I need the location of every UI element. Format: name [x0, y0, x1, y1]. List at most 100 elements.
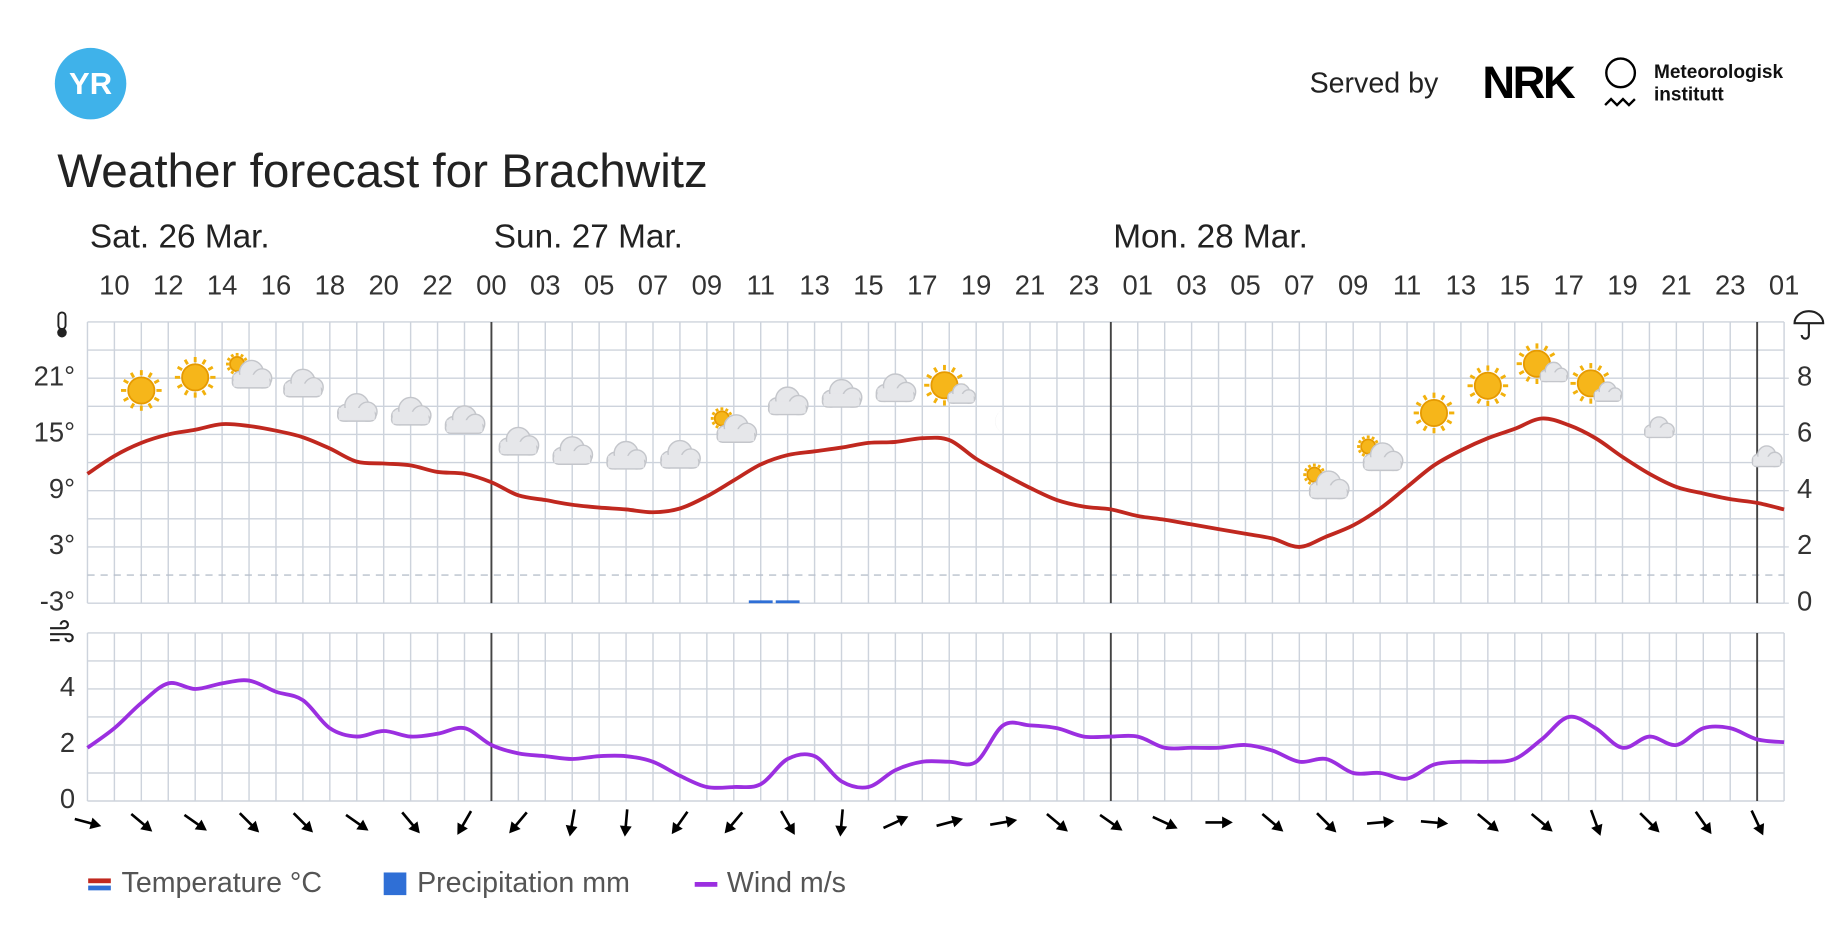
hour-label: 07	[1284, 270, 1314, 301]
moon-icon	[1102, 443, 1117, 471]
hour-label: 03	[530, 270, 560, 301]
wind-arrow	[1589, 809, 1603, 836]
sun-ray	[1469, 374, 1476, 380]
arrow-head	[835, 825, 848, 837]
sun-ray	[1320, 467, 1325, 472]
sun-ray	[230, 370, 235, 375]
hour-label: 21	[1015, 270, 1045, 301]
cloud-fill	[877, 388, 914, 401]
sun-ray	[226, 357, 231, 362]
sun-ray	[1422, 394, 1428, 401]
arrow-head	[619, 825, 632, 837]
arrow-head	[1383, 816, 1395, 829]
arrow-head	[1005, 815, 1018, 828]
y2-tick-label: 6	[1797, 417, 1812, 448]
met-circle	[1605, 57, 1637, 89]
sun-ray	[240, 353, 244, 358]
logo-circle	[54, 47, 127, 120]
sun-ray	[176, 365, 183, 372]
wind-arrow	[509, 811, 528, 834]
sun-ray	[1440, 425, 1446, 432]
sun-ray	[153, 379, 160, 385]
cloud-icon	[283, 368, 324, 398]
arrow-head	[671, 821, 683, 835]
yr-logo: YR	[54, 47, 127, 120]
sun-ray	[1579, 395, 1585, 402]
sun-ray	[1543, 345, 1549, 352]
sun-icon	[121, 370, 162, 411]
sun-ray	[147, 402, 153, 409]
sun-ray	[1494, 398, 1500, 405]
wind-arrow	[565, 809, 578, 837]
arrow-head	[1055, 820, 1068, 832]
cloud-fill	[823, 393, 860, 406]
legend-swatch	[694, 882, 718, 887]
umbrella-icon	[1793, 310, 1825, 340]
sun-ray	[1304, 477, 1308, 482]
sun-ray	[1603, 371, 1610, 378]
hour-label: 19	[1607, 270, 1637, 301]
hour-label: 03	[1176, 270, 1206, 301]
sun-icon	[1467, 365, 1509, 407]
sun-ray	[183, 389, 189, 396]
arrow-head	[1486, 820, 1499, 832]
wind-arrow	[1152, 815, 1178, 830]
sun-disc	[181, 363, 210, 392]
sun-ray	[1374, 439, 1379, 444]
sun-ray	[1549, 352, 1556, 358]
cloud-fill	[285, 383, 321, 396]
y-tick-label: -3°	[40, 585, 75, 616]
day-label: Sat. 26 Mar.	[90, 218, 270, 255]
y2-tick-label: 0	[1797, 585, 1812, 616]
cloud-fill	[769, 401, 806, 414]
wind-arrow	[724, 811, 744, 834]
sun-ray	[1518, 369, 1525, 376]
arrow-head	[1647, 820, 1660, 833]
arrow-head	[1700, 821, 1712, 835]
legend: Temperature °C Precipitation mm Wind m/s	[88, 867, 846, 899]
arrow-head	[194, 819, 207, 831]
sun-ray	[207, 365, 214, 372]
arrow-head	[1271, 820, 1284, 832]
wind-arrow	[1099, 813, 1123, 831]
sun-ray	[1307, 481, 1312, 485]
sun-ray	[129, 402, 136, 409]
hour-label: 13	[1446, 270, 1476, 301]
wind-arrow	[1476, 813, 1499, 832]
arrow-head	[247, 820, 260, 833]
cloud-fill	[718, 429, 755, 442]
sun-ray	[1304, 467, 1308, 472]
day-label: Sun. 27 Mar.	[494, 218, 683, 255]
sun-ray	[1422, 425, 1428, 432]
met-text: Meteorologisk	[1654, 62, 1784, 83]
hour-label: 18	[315, 270, 345, 301]
hour-label: 15	[1500, 270, 1530, 301]
arrow-head	[457, 822, 468, 835]
cloud-icon	[1362, 442, 1404, 472]
hour-label: 17	[1553, 270, 1583, 301]
sun-ray	[1494, 367, 1500, 374]
sun-ray	[1357, 439, 1362, 444]
cloud-icon	[767, 386, 809, 416]
arrow-head	[565, 824, 578, 837]
sun-ray	[1500, 392, 1507, 398]
arrow-head	[1110, 819, 1123, 831]
y-tick-label: 3°	[49, 529, 75, 560]
y2-tick-label: 4	[1797, 473, 1812, 504]
sun-ray	[711, 411, 716, 416]
sun-ray	[1307, 464, 1312, 469]
wind-arrow	[183, 813, 207, 831]
y-tick-label: 2	[60, 727, 75, 758]
sun-disc	[1473, 371, 1502, 400]
arrow-head	[356, 819, 369, 831]
sun-ray	[1500, 374, 1507, 380]
y-tick-label: 21°	[34, 360, 75, 391]
hour-label: 12	[153, 270, 183, 301]
sun-ray	[728, 411, 733, 416]
sun-ray	[1469, 392, 1476, 398]
sun-icon	[174, 357, 216, 398]
cloud-icon	[552, 436, 594, 465]
line-series	[86, 416, 1785, 549]
moon-icon	[1264, 472, 1278, 500]
